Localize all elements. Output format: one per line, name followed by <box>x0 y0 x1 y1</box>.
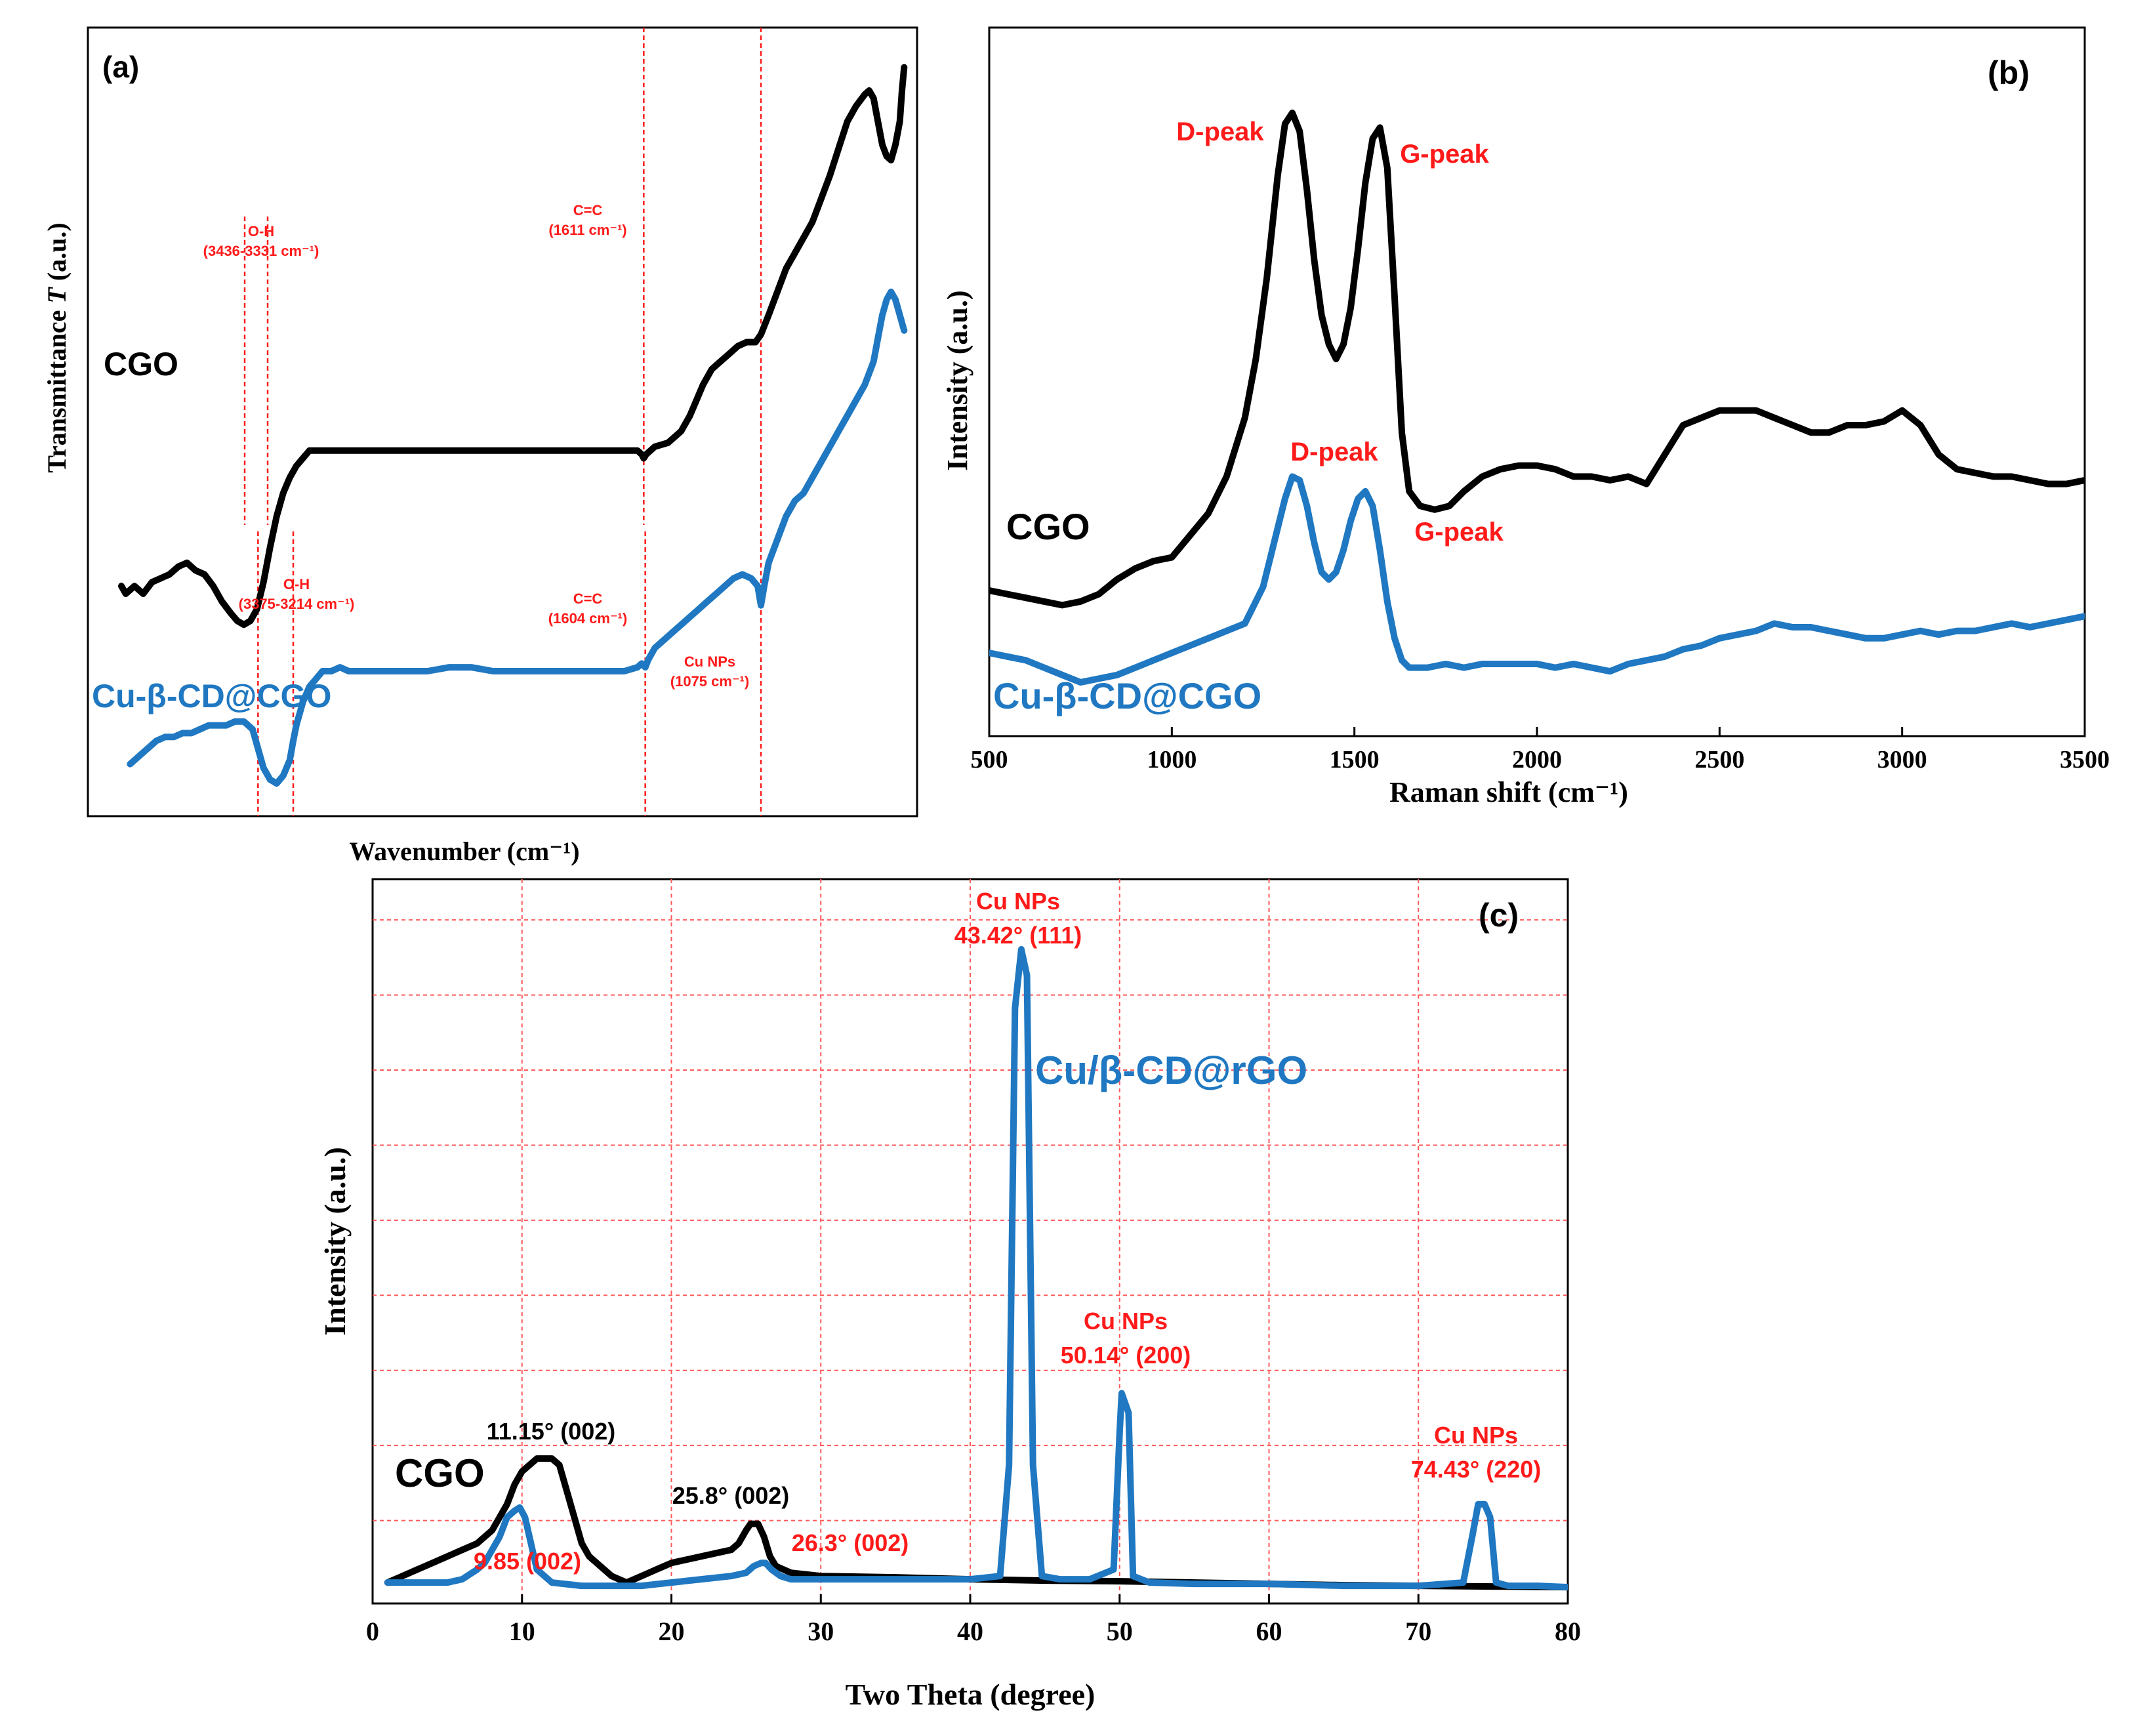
panel-b-label: (b) <box>1988 54 2030 91</box>
panel-b-x-tick-label: 2500 <box>1694 746 1744 774</box>
panel-b-peak-label: D-peak <box>1176 117 1264 146</box>
panel-c: 0 10 20 30 40 50 60 70 80 11.15° (002) 25.8° (002… <box>318 879 1581 1711</box>
panel-b-peak-label: G-peak <box>1400 140 1489 169</box>
panel-b-x-axis-label: Raman shift (cm⁻¹) <box>1389 776 1628 808</box>
panel-b-x-tick-label: 2000 <box>1512 746 1562 774</box>
panel-c-y-axis-label: Intensity (a.u.) <box>318 1147 352 1336</box>
panel-a-y-label-suffix: (a.u.) <box>42 222 72 287</box>
panel-c-peak-label: 11.15° (002) <box>487 1418 616 1445</box>
panel-a-annotation-title: O-H <box>283 576 310 592</box>
panel-c-x-tick-label: 30 <box>808 1617 834 1646</box>
panel-a-series-label-cgo: CGO <box>104 346 178 382</box>
panel-a-series-label-cu: Cu-β-CD@CGO <box>92 678 331 714</box>
panel-a-annotation-title: C=C <box>573 590 603 607</box>
figure: O-H (3436-3331 cm⁻¹) C=C (1611 cm⁻¹) O-H (337… <box>0 0 2130 1736</box>
panel-c-peak-label: 26.3° (002) <box>792 1529 909 1556</box>
panel-c-cu-np-label: Cu NPs <box>1434 1422 1518 1449</box>
panel-c-x-tick-label: 60 <box>1256 1617 1282 1646</box>
panel-a-annotation-value: (1604 cm⁻¹) <box>548 610 627 627</box>
panel-a-annotation-value: (1075 cm⁻¹) <box>670 673 749 690</box>
panel-c-peak-label: 9.85 (002) <box>474 1548 581 1575</box>
panel-b-x-tick-label: 1000 <box>1147 746 1197 774</box>
panel-b-x-tick-label: 1500 <box>1330 746 1380 774</box>
panel-a-annotation-value: (3375-3214 cm⁻¹) <box>239 596 355 612</box>
panel-c-cu-np-value: 43.42° (111) <box>954 922 1082 949</box>
panel-a: O-H (3436-3331 cm⁻¹) C=C (1611 cm⁻¹) O-H (337… <box>42 28 917 866</box>
panel-c-peak-label: 25.8° (002) <box>672 1482 790 1509</box>
panel-c-x-tick-label: 70 <box>1405 1617 1431 1646</box>
panel-c-label: (c) <box>1479 897 1519 934</box>
panel-c-x-tick-label: 50 <box>1107 1617 1133 1646</box>
panel-a-label: (a) <box>102 50 139 84</box>
panel-c-x-tick-label: 20 <box>659 1617 685 1646</box>
panel-a-x-axis-label: Wavenumber (cm⁻¹) <box>349 837 579 866</box>
panel-a-annotation-value: (3436-3331 cm⁻¹) <box>203 243 319 259</box>
panel-a-annotation-title: O-H <box>248 223 274 239</box>
panel-b-y-axis-label: Intensity (a.u.) <box>941 290 973 470</box>
panel-a-annotation-value: (1611 cm⁻¹) <box>548 222 626 238</box>
panel-c-x-tick-label: 0 <box>366 1617 379 1646</box>
panel-b-x-tick-label: 3500 <box>2060 746 2110 774</box>
panel-b-series-label-cgo: CGO <box>1006 506 1090 547</box>
panel-a-y-label-italic: T <box>42 287 72 304</box>
panel-b: 500 1000 1500 2000 2500 3000 3500 D-peak G-peak… <box>941 28 2110 808</box>
panel-c-cu-np-label: Cu NPs <box>1084 1308 1168 1334</box>
panel-c-cu-np-value: 50.14° (200) <box>1061 1342 1191 1369</box>
panel-a-y-label-prefix: Transmittance <box>42 304 72 473</box>
panel-a-annotation-title: Cu NPs <box>684 653 735 670</box>
panel-c-cu-np-value: 74.43° (220) <box>1411 1456 1542 1483</box>
panel-b-x-tick-label: 500 <box>971 746 1008 774</box>
panel-a-annotation-title: C=C <box>573 202 603 218</box>
panel-c-series-label-cgo: CGO <box>395 1451 485 1495</box>
panel-c-cu-np-label: Cu NPs <box>976 888 1060 915</box>
panel-b-series-label-cu: Cu-β-CD@CGO <box>993 675 1261 716</box>
panel-a-y-axis-label: Transmittance T (a.u.) <box>42 222 72 472</box>
panel-c-x-tick-label: 10 <box>509 1617 535 1646</box>
panel-b-peak-label: G-peak <box>1414 518 1504 547</box>
panel-c-x-tick-label: 80 <box>1555 1617 1581 1646</box>
panel-c-x-axis-label: Two Theta (degree) <box>846 1678 1096 1711</box>
panel-b-x-tick-label: 3000 <box>1877 746 1927 774</box>
panel-b-peak-label: D-peak <box>1290 438 1378 466</box>
panel-c-x-tick-label: 40 <box>957 1617 983 1646</box>
panel-c-series-label-cu: Cu/β-CD@rGO <box>1035 1048 1307 1092</box>
